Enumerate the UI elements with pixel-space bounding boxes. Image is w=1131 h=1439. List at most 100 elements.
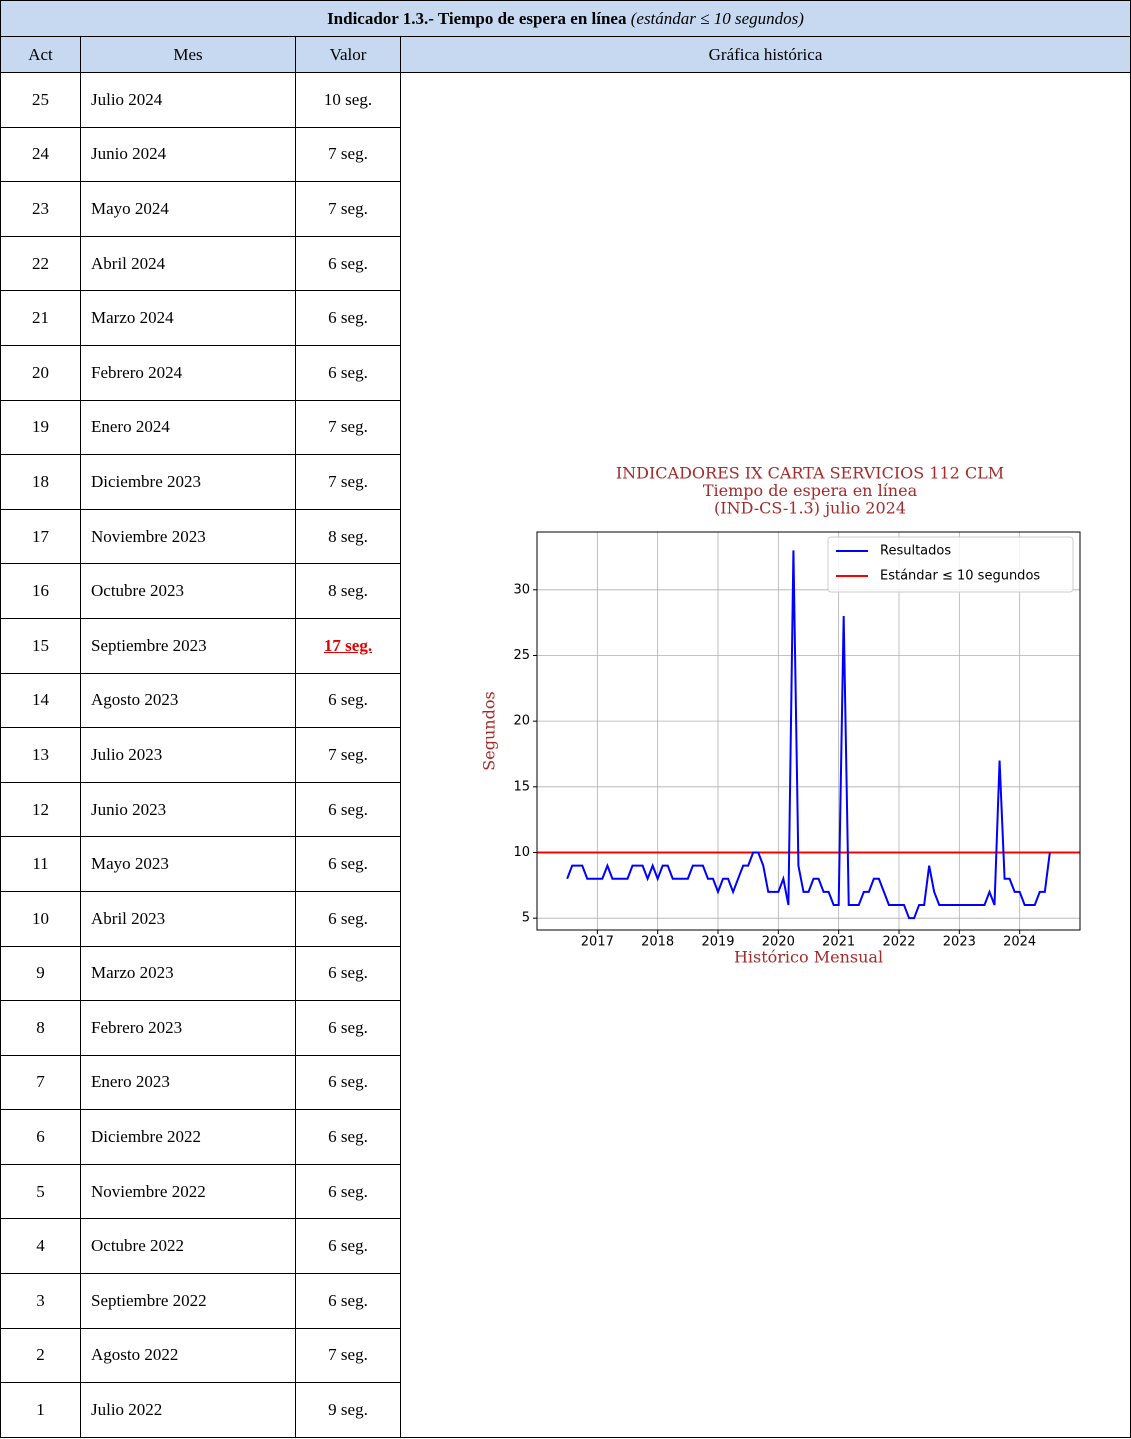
value: 6 seg. — [295, 672, 401, 729]
month: Enero 2024 — [80, 399, 296, 456]
value: 8 seg. — [295, 563, 401, 619]
value: 9 seg. — [295, 1382, 401, 1438]
table-row: 13 Julio 2023 7 seg. — [0, 727, 1131, 783]
value: 7 seg. — [295, 126, 401, 183]
y-tick-label: 25 — [513, 648, 530, 663]
table-row: 15 Septiembre 2023 17 seg. — [0, 617, 1131, 674]
value: 6 seg. — [295, 781, 401, 838]
chart-title: Tiempo de espera en línea — [703, 481, 918, 500]
table-row: 10 Abril 2023 6 seg. — [0, 890, 1131, 947]
act: 11 — [0, 836, 81, 892]
month: Julio 2023 — [80, 727, 296, 783]
table-row: 14 Agosto 2023 6 seg. — [0, 672, 1131, 729]
y-tick-label: 15 — [513, 779, 530, 794]
month: Junio 2023 — [80, 781, 296, 838]
month: Mayo 2023 — [80, 836, 296, 892]
act: 24 — [0, 126, 81, 183]
month: Octubre 2023 — [80, 563, 296, 619]
table-row: 16 Octubre 2023 8 seg. — [0, 563, 1131, 619]
col-header: Valor — [295, 36, 401, 73]
act: 7 — [0, 1054, 81, 1111]
act: 22 — [0, 235, 81, 292]
month: Agosto 2023 — [80, 672, 296, 729]
value: 6 seg. — [295, 1109, 401, 1165]
table-title: Indicador 1.3.- Tiempo de espera en líne… — [0, 0, 1131, 37]
act: 10 — [0, 890, 81, 947]
chart-title: (IND-CS-1.3) julio 2024 — [714, 499, 906, 518]
month: Noviembre 2022 — [80, 1163, 296, 1220]
table-row: 19 Enero 2024 7 seg. — [0, 399, 1131, 456]
month: Enero 2023 — [80, 1054, 296, 1111]
act: 2 — [0, 1327, 81, 1384]
act: 5 — [0, 1163, 81, 1220]
month: Agosto 2022 — [80, 1327, 296, 1384]
x-axis-label: Histórico Mensual — [734, 948, 883, 967]
month: Julio 2024 — [80, 72, 296, 128]
x-tick-label: 2017 — [581, 935, 614, 950]
col-header: Act — [0, 36, 81, 73]
value: 6 seg. — [295, 945, 401, 1002]
plot-frame — [536, 531, 1081, 931]
value: 6 seg. — [295, 890, 401, 947]
table-row: 17 Noviembre 2023 8 seg. — [0, 508, 1131, 565]
data-line — [566, 550, 1051, 920]
value: 17 seg. — [295, 617, 401, 674]
x-tick-label: 2023 — [943, 935, 976, 950]
value: 6 seg. — [295, 344, 401, 401]
month: Octubre 2022 — [80, 1218, 296, 1275]
act: 19 — [0, 399, 81, 456]
table-row: 5 Noviembre 2022 6 seg. — [0, 1163, 1131, 1220]
month: Abril 2023 — [80, 890, 296, 947]
month: Septiembre 2023 — [80, 617, 296, 674]
value: 6 seg. — [295, 836, 401, 892]
y-tick-label: 20 — [513, 714, 530, 729]
value: 7 seg. — [295, 727, 401, 783]
table-row: 21 Marzo 2024 6 seg. — [0, 290, 1131, 346]
y-tick-label: 10 — [513, 845, 530, 860]
act: 13 — [0, 727, 81, 783]
act: 3 — [0, 1273, 81, 1329]
act: 9 — [0, 945, 81, 1002]
x-tick-label: 2020 — [762, 935, 795, 950]
month: Mayo 2024 — [80, 181, 296, 237]
month: Noviembre 2023 — [80, 508, 296, 565]
table-row: 11 Mayo 2023 6 seg. — [0, 836, 1131, 892]
table-row: 9 Marzo 2023 6 seg. — [0, 945, 1131, 1002]
table-row: 23 Mayo 2024 7 seg. — [0, 181, 1131, 237]
y-tick-label: 5 — [522, 911, 530, 926]
col-header: Gráfica histórica — [400, 36, 1131, 73]
chart-title: INDICADORES IX CARTA SERVICIOS 112 CLM — [616, 464, 1004, 483]
y-axis-label: Segundos — [480, 691, 499, 770]
month: Julio 2022 — [80, 1382, 296, 1438]
legend-label: Estándar ≤ 10 segundos — [880, 569, 1040, 584]
month: Diciembre 2023 — [80, 454, 296, 510]
act: 1 — [0, 1382, 81, 1438]
table-row: 6 Diciembre 2022 6 seg. — [0, 1109, 1131, 1165]
value: 7 seg. — [295, 181, 401, 237]
value: 6 seg. — [295, 235, 401, 292]
value: 6 seg. — [295, 1218, 401, 1275]
table-row: 2 Agosto 2022 7 seg. — [0, 1327, 1131, 1384]
month: Marzo 2024 — [80, 290, 296, 346]
value: 8 seg. — [295, 508, 401, 565]
month: Marzo 2023 — [80, 945, 296, 1002]
value: 10 seg. — [295, 72, 401, 128]
table-row: 3 Septiembre 2022 6 seg. — [0, 1273, 1131, 1329]
legend-box — [827, 536, 1074, 593]
value: 6 seg. — [295, 1163, 401, 1220]
act: 12 — [0, 781, 81, 838]
legend-label: Resultados — [880, 544, 951, 559]
table-row: 1 Julio 2022 9 seg. — [0, 1382, 1131, 1438]
plot-area — [537, 532, 1080, 930]
x-tick-label: 2018 — [641, 935, 674, 950]
col-header: Mes — [80, 36, 296, 73]
table-row: 12 Junio 2023 6 seg. — [0, 781, 1131, 838]
table-row: 24 Junio 2024 7 seg. — [0, 126, 1131, 183]
act: 14 — [0, 672, 81, 729]
title: Indicador 1.3.- Tiempo de espera en líne… — [327, 8, 627, 28]
subtitle: (estándar ≤ 10 segundos) — [630, 8, 804, 28]
table-row: 4 Octubre 2022 6 seg. — [0, 1218, 1131, 1275]
